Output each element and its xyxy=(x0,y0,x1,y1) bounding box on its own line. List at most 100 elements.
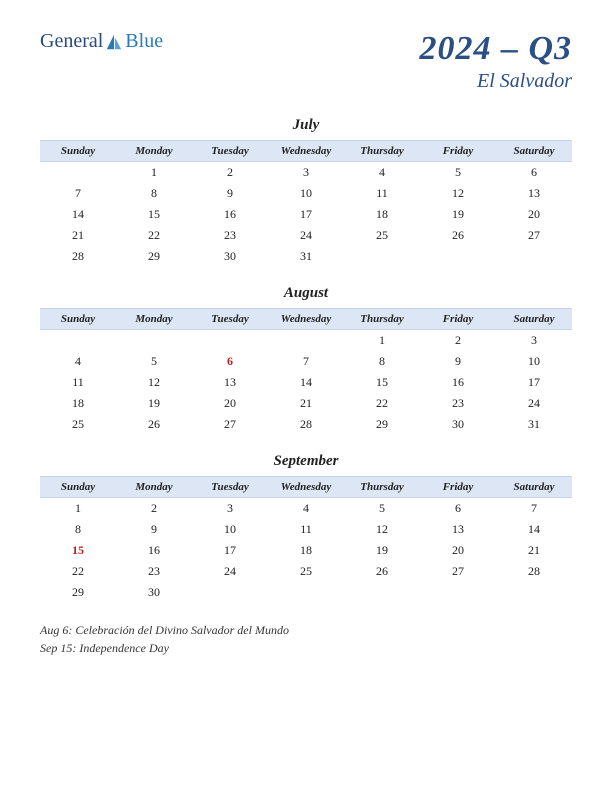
day-header: Friday xyxy=(420,477,496,498)
calendar-day-cell: 29 xyxy=(40,582,116,603)
calendar-day-cell xyxy=(192,330,268,352)
holiday-notes: Aug 6: Celebración del Divino Salvador d… xyxy=(40,621,572,657)
calendar-day-cell: 30 xyxy=(116,582,192,603)
day-header: Thursday xyxy=(344,309,420,330)
calendar-day-cell xyxy=(268,330,344,352)
calendar-day-cell xyxy=(344,582,420,603)
day-header: Saturday xyxy=(496,309,572,330)
header: General Blue 2024 – Q3 El Salvador xyxy=(40,30,572,93)
calendar-day-cell: 26 xyxy=(344,561,420,582)
calendar-day-cell: 21 xyxy=(268,393,344,414)
calendar-day-cell: 30 xyxy=(420,414,496,435)
calendar-week-row: 78910111213 xyxy=(40,183,572,204)
calendar-day-cell: 30 xyxy=(192,246,268,267)
calendar-week-row: 123456 xyxy=(40,162,572,184)
day-header: Wednesday xyxy=(268,309,344,330)
calendar-day-cell: 22 xyxy=(344,393,420,414)
calendar-day-cell: 4 xyxy=(40,351,116,372)
calendar-table: SundayMondayTuesdayWednesdayThursdayFrid… xyxy=(40,476,572,603)
month-block: September SundayMondayTuesdayWednesdayThu… xyxy=(40,453,572,603)
calendar-week-row: 14151617181920 xyxy=(40,204,572,225)
calendar-day-cell: 9 xyxy=(420,351,496,372)
day-header: Friday xyxy=(420,309,496,330)
calendar-day-cell: 31 xyxy=(496,414,572,435)
calendar-day-cell: 14 xyxy=(268,372,344,393)
calendar-day-cell: 20 xyxy=(192,393,268,414)
month-name: September xyxy=(40,453,572,470)
calendar-day-cell: 1 xyxy=(40,498,116,520)
calendar-day-cell: 27 xyxy=(496,225,572,246)
calendar-day-cell: 10 xyxy=(496,351,572,372)
calendar-day-cell: 11 xyxy=(268,519,344,540)
calendar-day-cell: 7 xyxy=(496,498,572,520)
calendar-day-cell: 8 xyxy=(40,519,116,540)
day-header: Saturday xyxy=(496,477,572,498)
day-header: Monday xyxy=(116,309,192,330)
calendar-day-cell xyxy=(496,246,572,267)
holiday-note-line: Sep 15: Independence Day xyxy=(40,639,572,657)
calendar-day-cell: 10 xyxy=(268,183,344,204)
calendar-day-cell: 18 xyxy=(40,393,116,414)
day-header: Tuesday xyxy=(192,477,268,498)
months-container: JulySundayMondayTuesdayWednesdayThursday… xyxy=(40,117,572,603)
calendar-week-row: 891011121314 xyxy=(40,519,572,540)
day-header: Sunday xyxy=(40,309,116,330)
calendar-day-cell: 15 xyxy=(344,372,420,393)
calendar-day-cell: 25 xyxy=(40,414,116,435)
calendar-day-cell: 7 xyxy=(40,183,116,204)
calendar-day-cell: 5 xyxy=(344,498,420,520)
calendar-day-cell: 10 xyxy=(192,519,268,540)
calendar-day-cell xyxy=(40,162,116,184)
calendar-day-cell xyxy=(420,582,496,603)
day-header: Thursday xyxy=(344,141,420,162)
logo: General Blue xyxy=(40,30,163,53)
day-header: Sunday xyxy=(40,141,116,162)
day-header: Wednesday xyxy=(268,477,344,498)
calendar-day-cell: 17 xyxy=(192,540,268,561)
calendar-day-cell: 2 xyxy=(420,330,496,352)
calendar-day-cell: 24 xyxy=(496,393,572,414)
page-title: 2024 – Q3 xyxy=(419,30,572,68)
calendar-day-cell: 6 xyxy=(192,351,268,372)
day-header: Monday xyxy=(116,141,192,162)
calendar-day-cell: 15 xyxy=(116,204,192,225)
calendar-day-cell: 23 xyxy=(192,225,268,246)
calendar-day-cell xyxy=(40,330,116,352)
calendar-day-cell: 6 xyxy=(496,162,572,184)
month-block: AugustSundayMondayTuesdayWednesdayThursd… xyxy=(40,285,572,435)
day-header: Friday xyxy=(420,141,496,162)
logo-text-general: General xyxy=(40,30,103,53)
calendar-day-cell xyxy=(344,246,420,267)
calendar-day-cell: 29 xyxy=(344,414,420,435)
page-subtitle: El Salvador xyxy=(419,70,572,93)
calendar-day-cell: 27 xyxy=(192,414,268,435)
calendar-day-cell: 28 xyxy=(268,414,344,435)
calendar-day-cell: 9 xyxy=(192,183,268,204)
calendar-day-cell: 26 xyxy=(116,414,192,435)
calendar-day-cell: 15 xyxy=(40,540,116,561)
day-header: Tuesday xyxy=(192,141,268,162)
calendar-day-cell: 2 xyxy=(116,498,192,520)
calendar-day-cell: 22 xyxy=(40,561,116,582)
calendar-week-row: 25262728293031 xyxy=(40,414,572,435)
calendar-day-cell: 19 xyxy=(116,393,192,414)
calendar-day-cell: 20 xyxy=(420,540,496,561)
calendar-day-cell: 2 xyxy=(192,162,268,184)
calendar-day-cell: 18 xyxy=(268,540,344,561)
calendar-day-cell: 4 xyxy=(344,162,420,184)
calendar-day-cell: 24 xyxy=(192,561,268,582)
calendar-day-cell: 22 xyxy=(116,225,192,246)
calendar-week-row: 18192021222324 xyxy=(40,393,572,414)
calendar-day-cell: 6 xyxy=(420,498,496,520)
calendar-day-cell: 23 xyxy=(116,561,192,582)
calendar-day-cell: 13 xyxy=(192,372,268,393)
calendar-day-cell: 16 xyxy=(192,204,268,225)
day-header: Saturday xyxy=(496,141,572,162)
calendar-day-cell: 28 xyxy=(496,561,572,582)
calendar-day-cell xyxy=(496,582,572,603)
calendar-week-row: 22232425262728 xyxy=(40,561,572,582)
calendar-day-cell: 24 xyxy=(268,225,344,246)
calendar-day-cell: 12 xyxy=(116,372,192,393)
calendar-day-cell: 5 xyxy=(116,351,192,372)
calendar-day-cell: 12 xyxy=(420,183,496,204)
